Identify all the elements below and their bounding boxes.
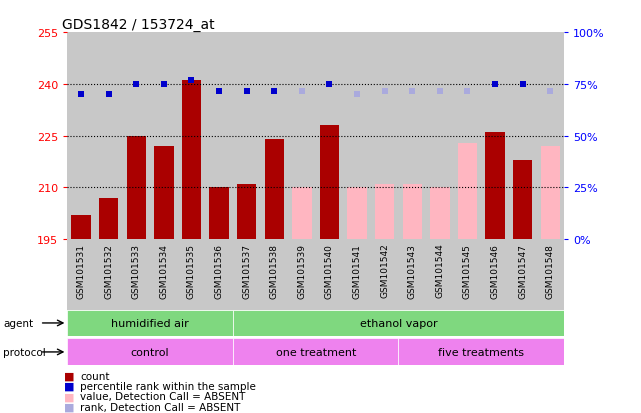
Text: GSM101534: GSM101534 — [160, 243, 169, 298]
Text: GSM101541: GSM101541 — [353, 243, 362, 298]
Text: GSM101537: GSM101537 — [242, 243, 251, 298]
Text: GSM101548: GSM101548 — [545, 243, 554, 298]
Text: GSM101544: GSM101544 — [435, 243, 444, 298]
Text: GSM101545: GSM101545 — [463, 243, 472, 298]
Bar — [403, 185, 422, 240]
Text: control: control — [131, 347, 169, 357]
Bar — [127, 136, 146, 240]
Text: ■: ■ — [64, 402, 74, 412]
Text: agent: agent — [3, 318, 33, 328]
Bar — [233, 310, 564, 337]
Bar — [430, 188, 449, 240]
Text: ■: ■ — [64, 392, 74, 401]
Bar — [99, 198, 119, 240]
Bar — [265, 140, 284, 240]
Bar — [485, 133, 504, 240]
Text: ■: ■ — [64, 381, 74, 391]
Text: GSM101546: GSM101546 — [490, 243, 499, 298]
Text: GSM101531: GSM101531 — [77, 243, 86, 298]
Text: five treatments: five treatments — [438, 347, 524, 357]
Bar — [237, 185, 256, 240]
Text: ■: ■ — [64, 371, 74, 381]
Text: GSM101540: GSM101540 — [325, 243, 334, 298]
Bar — [540, 147, 560, 240]
Text: rank, Detection Call = ABSENT: rank, Detection Call = ABSENT — [80, 402, 240, 412]
Bar — [375, 185, 394, 240]
Bar — [210, 188, 229, 240]
Bar — [71, 216, 91, 240]
Text: GSM101532: GSM101532 — [104, 243, 113, 298]
Text: GSM101542: GSM101542 — [380, 243, 389, 298]
Text: GSM101536: GSM101536 — [215, 243, 224, 298]
Bar — [458, 143, 477, 240]
Text: GSM101543: GSM101543 — [408, 243, 417, 298]
Bar — [233, 339, 399, 366]
Text: count: count — [80, 371, 110, 381]
Text: one treatment: one treatment — [276, 347, 356, 357]
Text: GSM101547: GSM101547 — [518, 243, 527, 298]
Bar — [67, 339, 233, 366]
Text: GSM101533: GSM101533 — [132, 243, 141, 298]
Text: ethanol vapor: ethanol vapor — [360, 318, 437, 328]
Bar — [347, 188, 367, 240]
Text: percentile rank within the sample: percentile rank within the sample — [80, 381, 256, 391]
Bar — [67, 310, 233, 337]
Bar — [399, 339, 578, 366]
Bar — [182, 81, 201, 240]
Text: GSM101535: GSM101535 — [187, 243, 196, 298]
Bar — [513, 160, 532, 240]
Text: humidified air: humidified air — [112, 318, 189, 328]
Text: GSM101539: GSM101539 — [297, 243, 306, 298]
Text: protocol: protocol — [3, 347, 46, 357]
Bar — [320, 126, 339, 240]
Text: GSM101538: GSM101538 — [270, 243, 279, 298]
Text: value, Detection Call = ABSENT: value, Detection Call = ABSENT — [80, 392, 246, 401]
Bar — [154, 147, 174, 240]
Text: GDS1842 / 153724_at: GDS1842 / 153724_at — [62, 18, 215, 32]
Bar — [292, 188, 312, 240]
